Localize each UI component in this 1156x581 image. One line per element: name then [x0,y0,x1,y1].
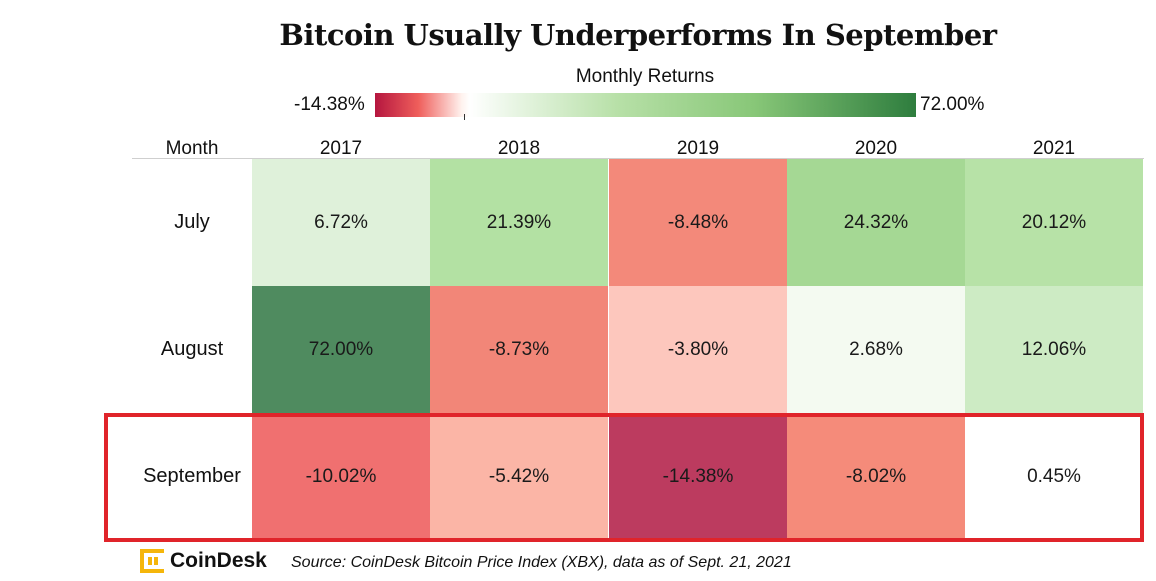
year-header-2017: 2017 [319,138,363,159]
chart-title: Bitcoin Usually Underperforms In Septemb… [279,18,997,52]
header-divider [132,158,1144,159]
heatmap-cell-september-2018: -5.42% [430,413,608,541]
heatmap-cell-july-2018: 21.39% [430,159,608,287]
heatmap-cell-september-2019: -14.38% [609,413,787,541]
source-note: Source: CoinDesk Bitcoin Price Index (XB… [291,554,792,571]
heatmap-cell-july-2021: 20.12% [965,159,1143,287]
heatmap-cell-september-2020: -8.02% [787,413,965,541]
heatmap-cell-july-2017: 6.72% [252,159,430,287]
heatmap-cell-august-2017: 72.00% [252,286,430,414]
legend-min-label: -14.38% [294,94,365,115]
legend-title: Monthly Returns [575,66,715,87]
year-header-2021: 2021 [1032,138,1076,159]
row-label-july: July [174,211,210,233]
heatmap-cell-july-2019: -8.48% [609,159,787,287]
row-label-september: September [143,465,241,487]
heatmap-cell-july-2020: 24.32% [787,159,965,287]
heatmap-cell-september-2017: -10.02% [252,413,430,541]
heatmap-cell-august-2020: 2.68% [787,286,965,414]
heatmap-cell-august-2021: 12.06% [965,286,1143,414]
year-header-2018: 2018 [497,138,541,159]
coindesk-logo: CoinDesk [140,548,267,574]
color-scale-zero-tick [464,114,465,120]
row-label-august: August [160,338,224,360]
year-header-2020: 2020 [854,138,898,159]
legend-max-label: 72.00% [920,94,985,115]
coindesk-logo-icon [140,549,164,573]
heatmap-cell-september-2021: 0.45% [965,413,1143,541]
color-scale-bar [375,93,916,117]
month-column-header: Month [165,138,219,159]
year-header-2019: 2019 [676,138,720,159]
logo-text: CoinDesk [170,549,267,572]
heatmap-cell-august-2018: -8.73% [430,286,608,414]
heatmap-cell-august-2019: -3.80% [609,286,787,414]
